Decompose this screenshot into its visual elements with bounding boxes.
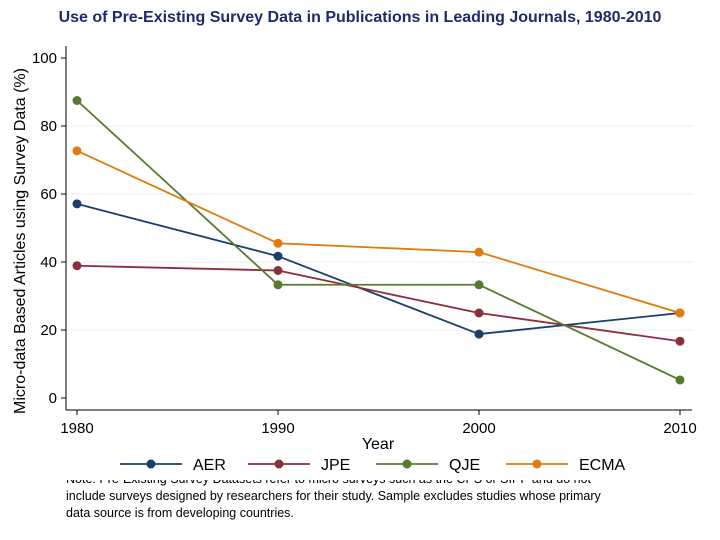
legend-label-ecma: ECMA bbox=[579, 457, 626, 474]
legend-marker-aer bbox=[146, 459, 156, 469]
note-cut-line: Note: Pre-Existing Survey Datasets refer… bbox=[66, 480, 666, 488]
chart-note: include surveys designed by researchers … bbox=[66, 488, 686, 522]
x-tick-label: 2000 bbox=[462, 420, 495, 437]
y-tick-label: 100 bbox=[32, 50, 57, 67]
legend: AER JPE QJE ECMA bbox=[120, 457, 626, 474]
legend-label-qje: QJE bbox=[449, 457, 480, 474]
x-axis-title: Year bbox=[362, 436, 395, 453]
chart-title: Use of Pre-Existing Survey Data in Publi… bbox=[59, 9, 662, 26]
note-line-1: include surveys designed by researchers … bbox=[66, 489, 601, 503]
series-line-aer bbox=[76, 202, 681, 335]
x-tick-label: 2010 bbox=[663, 420, 696, 437]
data-point-jpe bbox=[474, 308, 484, 318]
y-tick-label: 40 bbox=[40, 254, 57, 271]
series-group bbox=[72, 96, 685, 385]
y-axis-title: Micro-data Based Articles using Survey D… bbox=[12, 68, 29, 414]
data-point-aer bbox=[474, 329, 484, 339]
y-tick-label: 60 bbox=[40, 186, 57, 203]
data-point-qje bbox=[675, 375, 685, 385]
data-point-ecma bbox=[675, 308, 685, 318]
data-point-aer bbox=[72, 199, 82, 209]
y-tick-label: 80 bbox=[40, 118, 57, 135]
series-line-ecma bbox=[76, 150, 681, 314]
data-point-jpe bbox=[675, 336, 685, 346]
grid-lines bbox=[67, 125, 692, 331]
y-tick-label: 0 bbox=[49, 390, 57, 407]
data-point-qje bbox=[72, 96, 82, 105]
data-point-jpe bbox=[273, 266, 283, 275]
data-point-qje bbox=[474, 280, 484, 290]
legend-marker-ecma bbox=[532, 459, 542, 469]
data-point-qje bbox=[273, 280, 283, 290]
x-tick-label: 1990 bbox=[261, 420, 294, 437]
series-line-jpe bbox=[76, 264, 681, 343]
legend-marker-jpe bbox=[274, 459, 284, 469]
legend-label-aer: AER bbox=[193, 457, 226, 474]
x-tick-label: 1980 bbox=[60, 420, 93, 437]
data-point-jpe bbox=[72, 261, 82, 271]
data-point-ecma bbox=[72, 146, 82, 156]
note-cut-text: Note: Pre-Existing Survey Datasets refer… bbox=[66, 480, 666, 488]
legend-label-jpe: JPE bbox=[321, 457, 350, 474]
series-line-qje bbox=[76, 99, 681, 381]
data-point-ecma bbox=[474, 247, 484, 257]
y-tick-label: 20 bbox=[40, 322, 57, 339]
data-point-aer bbox=[273, 251, 283, 261]
data-point-ecma bbox=[273, 238, 283, 248]
note-line-2: data source is from developing countries… bbox=[66, 506, 294, 520]
legend-marker-qje bbox=[402, 459, 412, 469]
axes: 0 20 40 60 80 100 1980 1990 2000 2010 bbox=[32, 46, 697, 437]
